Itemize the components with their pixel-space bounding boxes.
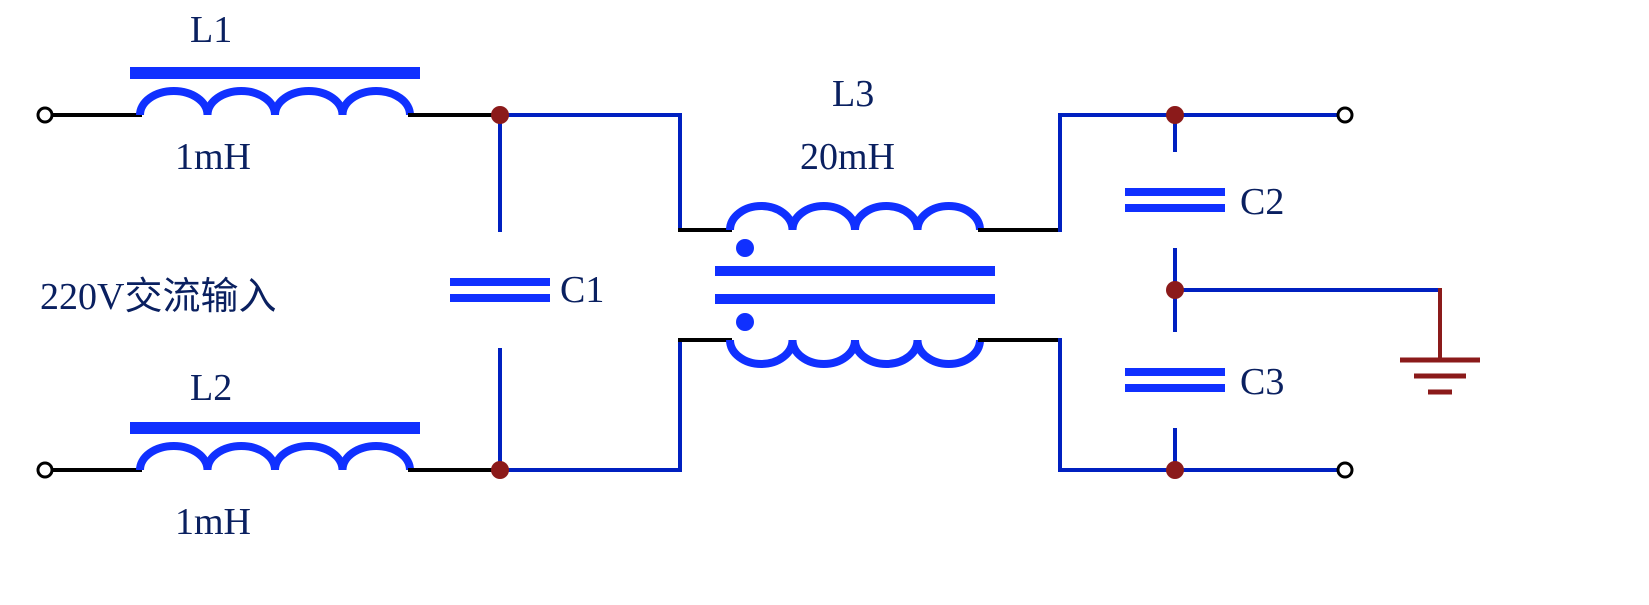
c1-name: C1: [560, 268, 604, 312]
l3-name: L3: [832, 72, 874, 116]
l3-value: 20mH: [800, 135, 895, 179]
l2-value: 1mH: [175, 500, 251, 544]
l1-name: L1: [190, 8, 232, 52]
input-label: 220V交流输入: [40, 265, 276, 320]
c3-name: C3: [1240, 360, 1284, 404]
c2-name: C2: [1240, 180, 1284, 224]
l2-name: L2: [190, 366, 232, 410]
l1-value: 1mH: [175, 135, 251, 179]
